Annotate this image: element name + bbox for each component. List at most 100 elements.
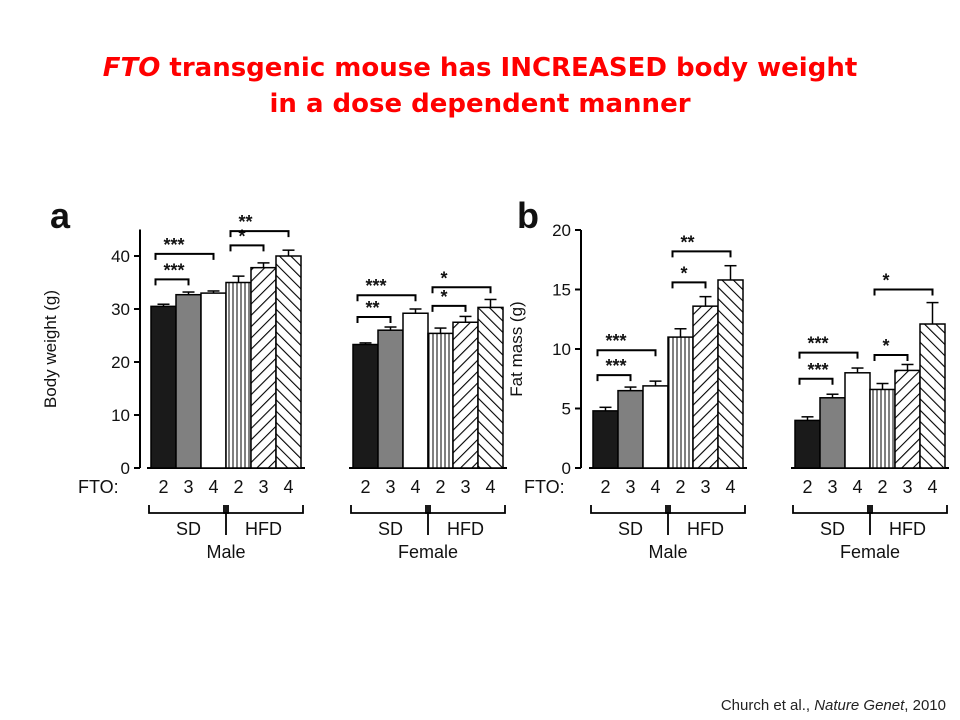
x-tick-label: 3 — [902, 477, 912, 497]
significance-label: * — [441, 287, 448, 307]
significance-bracket — [431, 286, 492, 294]
bar — [692, 305, 719, 469]
significance-bracket — [671, 250, 732, 258]
diet-group-bracket — [223, 505, 304, 514]
y-tick-label: 0 — [562, 459, 571, 478]
citation-journal: Nature Genet — [814, 697, 905, 714]
diet-group-bracket — [425, 505, 506, 514]
significance-label: * — [441, 268, 448, 288]
y-tick-label: 20 — [111, 353, 130, 372]
diet-group-label: HFD — [245, 519, 282, 539]
bar — [667, 336, 694, 469]
bar — [717, 279, 744, 469]
x-tick-label: 2 — [158, 477, 168, 497]
bar — [617, 389, 644, 469]
bar — [250, 266, 277, 469]
x-tick-label: 3 — [258, 477, 268, 497]
significance-bracket — [356, 294, 417, 302]
bar — [642, 385, 669, 469]
citation-authors: Church et al., — [720, 697, 815, 714]
x-tick-label: 4 — [410, 477, 420, 497]
significance-label: *** — [164, 260, 185, 280]
y-tick-label: 30 — [111, 300, 130, 319]
significance-label: ** — [239, 212, 253, 232]
x-tick-label: 3 — [460, 477, 470, 497]
significance-bracket — [798, 377, 834, 385]
x-tick-label: 3 — [625, 477, 635, 497]
sex-group-label: Male — [648, 542, 687, 562]
significance-bracket — [596, 374, 632, 382]
significance-label: *** — [808, 360, 829, 380]
x-row-label: FTO: — [524, 477, 565, 497]
x-tick-label: 2 — [802, 477, 812, 497]
x-row-label: FTO: — [78, 477, 119, 497]
bar — [402, 312, 429, 469]
x-tick-label: 4 — [725, 477, 735, 497]
citation: Church et al., Nature Genet, 2010 — [721, 697, 946, 714]
x-tick-label: 2 — [233, 477, 243, 497]
significance-bracket — [798, 351, 859, 359]
significance-label: *** — [606, 331, 627, 351]
bar — [377, 329, 404, 469]
bar — [150, 305, 177, 469]
sex-group-label: Female — [398, 542, 458, 562]
bar — [477, 306, 504, 469]
x-tick-label: 4 — [283, 477, 293, 497]
x-tick-label: 4 — [485, 477, 495, 497]
significance-bracket — [229, 244, 265, 252]
x-tick-label: 2 — [600, 477, 610, 497]
significance-label: *** — [164, 235, 185, 255]
diet-group-label: SD — [176, 519, 201, 539]
y-axis-label: Fat mass (g) — [507, 301, 526, 396]
bar — [225, 281, 252, 469]
diet-group-label: HFD — [447, 519, 484, 539]
bar — [794, 419, 821, 469]
significance-bracket — [596, 349, 657, 357]
significance-bracket — [873, 353, 909, 361]
x-tick-label: 3 — [385, 477, 395, 497]
significance-label: *** — [808, 334, 829, 354]
x-tick-label: 2 — [360, 477, 370, 497]
significance-label: *** — [366, 276, 387, 296]
y-tick-label: 10 — [111, 406, 130, 425]
bar — [869, 388, 896, 469]
y-tick-label: 20 — [552, 221, 571, 240]
diet-group-bracket — [867, 505, 948, 514]
slide-title: FTO transgenic mouse has INCREASED body … — [0, 50, 960, 122]
significance-bracket — [873, 288, 934, 296]
y-tick-label: 40 — [111, 247, 130, 266]
panel-label: a — [50, 195, 71, 236]
bar — [175, 293, 202, 469]
y-tick-label: 5 — [562, 400, 571, 419]
x-tick-label: 3 — [183, 477, 193, 497]
sex-group-label: Female — [840, 542, 900, 562]
y-tick-label: 15 — [552, 281, 571, 300]
significance-bracket — [431, 304, 467, 312]
title-line-2: in a dose dependent manner — [269, 89, 691, 119]
x-tick-label: 3 — [827, 477, 837, 497]
sex-group-label: Male — [206, 542, 245, 562]
significance-label: * — [681, 263, 688, 283]
bar — [592, 410, 619, 469]
bar — [894, 369, 921, 469]
x-tick-label: 2 — [877, 477, 887, 497]
significance-bracket — [356, 315, 392, 323]
title-line-1: FTO transgenic mouse has INCREASED body … — [0, 50, 960, 86]
bar — [200, 292, 227, 469]
significance-bracket — [154, 278, 190, 286]
x-tick-label: 4 — [927, 477, 937, 497]
diet-group-label: SD — [820, 519, 845, 539]
bar — [427, 332, 454, 469]
significance-bracket — [154, 252, 215, 260]
x-tick-label: 4 — [650, 477, 660, 497]
y-axis-label: Body weight (g) — [41, 290, 60, 408]
diet-group-label: HFD — [889, 519, 926, 539]
y-tick-label: 10 — [552, 340, 571, 359]
title-gene: FTO — [102, 53, 161, 83]
y-tick-label: 0 — [121, 459, 130, 478]
diet-group-label: SD — [378, 519, 403, 539]
bar — [919, 323, 946, 469]
bar — [819, 397, 846, 469]
significance-label: * — [883, 336, 890, 356]
